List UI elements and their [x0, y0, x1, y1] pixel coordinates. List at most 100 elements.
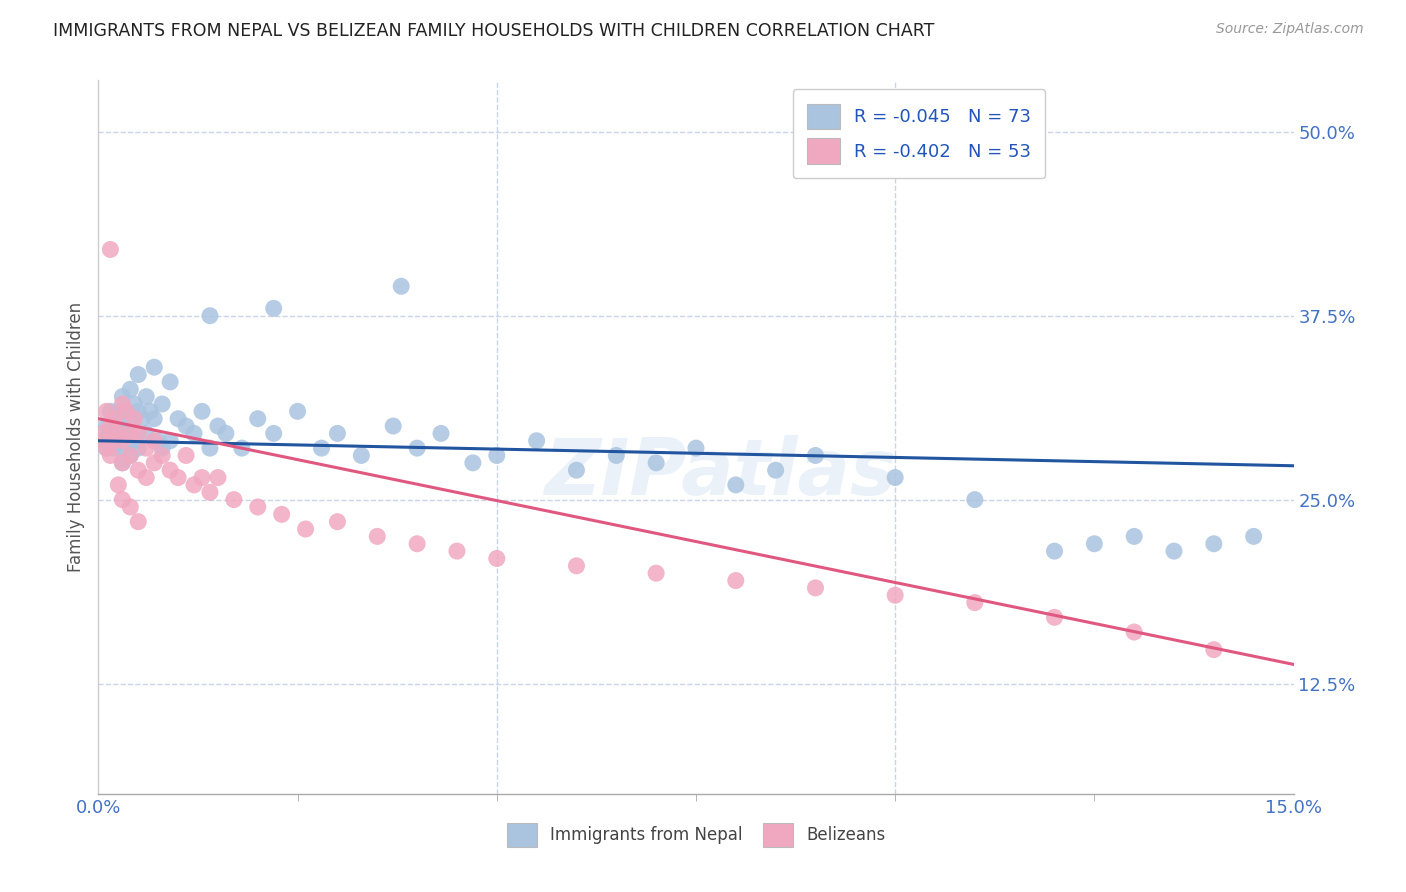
Point: [645, 566, 668, 581]
Point: [120, 449, 142, 463]
Point: [804, 581, 827, 595]
Point: [159, 375, 181, 389]
Point: [389, 279, 412, 293]
Point: [565, 463, 588, 477]
Point: [963, 492, 986, 507]
Point: [127, 426, 149, 441]
Point: [107, 404, 129, 418]
Point: [143, 434, 166, 448]
Point: [103, 434, 125, 448]
Point: [174, 419, 197, 434]
Point: [565, 558, 588, 573]
Point: [143, 411, 166, 425]
Point: [96, 404, 118, 418]
Point: [215, 426, 238, 441]
Point: [183, 478, 205, 492]
Point: [143, 456, 166, 470]
Text: Source: ZipAtlas.com: Source: ZipAtlas.com: [1216, 22, 1364, 37]
Point: [120, 411, 142, 425]
Point: [127, 515, 149, 529]
Point: [124, 397, 146, 411]
Point: [96, 441, 118, 455]
Point: [1083, 537, 1105, 551]
Point: [311, 441, 333, 455]
Point: [139, 404, 162, 418]
Point: [270, 508, 292, 522]
Point: [183, 426, 205, 441]
Point: [96, 441, 118, 455]
Point: [124, 411, 146, 425]
Point: [120, 500, 142, 514]
Point: [765, 463, 787, 477]
Text: ZIPatlas: ZIPatlas: [544, 434, 896, 511]
Point: [406, 537, 429, 551]
Point: [263, 426, 285, 441]
Point: [461, 456, 484, 470]
Point: [198, 309, 221, 323]
Point: [1163, 544, 1185, 558]
Point: [148, 434, 170, 448]
Point: [406, 441, 429, 455]
Point: [91, 434, 114, 448]
Point: [605, 449, 627, 463]
Point: [98, 419, 122, 434]
Point: [135, 426, 157, 441]
Point: [135, 390, 157, 404]
Text: IMMIGRANTS FROM NEPAL VS BELIZEAN FAMILY HOUSEHOLDS WITH CHILDREN CORRELATION CH: IMMIGRANTS FROM NEPAL VS BELIZEAN FAMILY…: [53, 22, 935, 40]
Point: [294, 522, 316, 536]
Point: [127, 441, 149, 455]
Point: [120, 426, 142, 441]
Point: [724, 478, 747, 492]
Point: [167, 470, 190, 484]
Legend: Immigrants from Nepal, Belizeans: Immigrants from Nepal, Belizeans: [501, 816, 891, 854]
Point: [107, 419, 129, 434]
Point: [91, 426, 114, 441]
Point: [111, 434, 134, 448]
Point: [120, 382, 142, 396]
Point: [724, 574, 747, 588]
Point: [198, 485, 221, 500]
Point: [120, 449, 142, 463]
Point: [326, 426, 349, 441]
Point: [111, 456, 134, 470]
Point: [366, 529, 388, 543]
Point: [98, 404, 122, 418]
Point: [191, 404, 214, 418]
Point: [115, 404, 138, 418]
Point: [198, 441, 221, 455]
Point: [103, 411, 125, 425]
Point: [246, 500, 269, 514]
Point: [326, 515, 349, 529]
Point: [103, 411, 125, 425]
Point: [127, 463, 149, 477]
Point: [159, 434, 181, 448]
Point: [127, 404, 149, 418]
Point: [1043, 610, 1066, 624]
Point: [191, 470, 214, 484]
Point: [263, 301, 285, 316]
Point: [131, 411, 153, 425]
Point: [96, 419, 118, 434]
Point: [94, 434, 117, 448]
Point: [1123, 529, 1146, 543]
Point: [485, 551, 508, 566]
Y-axis label: Family Households with Children: Family Households with Children: [66, 302, 84, 572]
Point: [287, 404, 309, 418]
Point: [207, 419, 229, 434]
Point: [111, 456, 134, 470]
Point: [111, 397, 134, 411]
Point: [150, 449, 173, 463]
Point: [135, 470, 157, 484]
Point: [526, 434, 548, 448]
Point: [150, 441, 173, 455]
Point: [207, 470, 229, 484]
Point: [804, 449, 827, 463]
Point: [107, 478, 129, 492]
Point: [884, 588, 907, 602]
Point: [103, 434, 125, 448]
Point: [1243, 529, 1265, 543]
Point: [685, 441, 707, 455]
Point: [485, 449, 508, 463]
Point: [98, 449, 122, 463]
Point: [231, 441, 253, 455]
